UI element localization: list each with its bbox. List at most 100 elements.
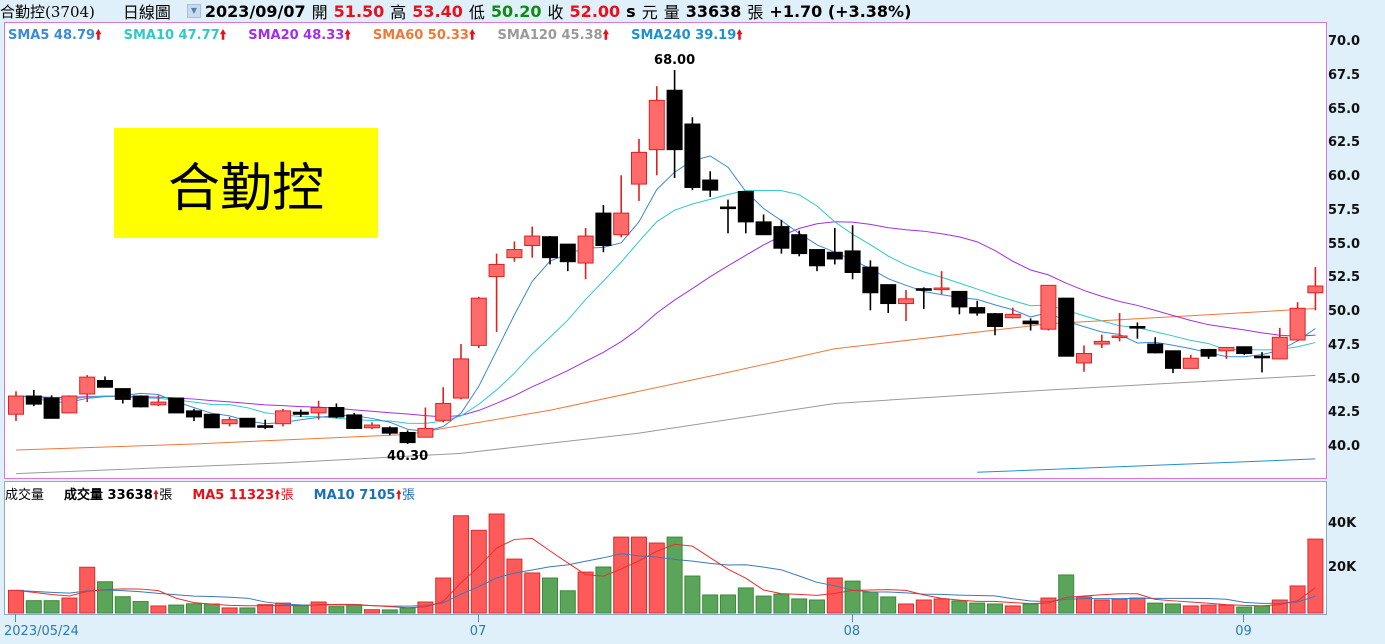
volume-bar bbox=[1147, 602, 1164, 614]
candle-body bbox=[648, 99, 665, 151]
volume-bar bbox=[1182, 605, 1199, 614]
x-axis-tick-mark bbox=[851, 614, 853, 622]
candle-body bbox=[488, 263, 505, 278]
up-arrow-icon: 🠙 bbox=[395, 488, 402, 503]
volume-bar bbox=[720, 594, 736, 614]
volume-bar bbox=[969, 602, 986, 614]
volume-bar bbox=[1129, 597, 1146, 614]
candle-body bbox=[524, 235, 541, 247]
candle-body bbox=[720, 206, 736, 210]
volume-bar bbox=[809, 599, 825, 614]
sma20-line bbox=[15, 221, 1316, 418]
sma240-line bbox=[977, 458, 1316, 473]
candle-body bbox=[1200, 348, 1217, 357]
candle-body bbox=[292, 411, 309, 415]
up-arrow-icon: 🠙 bbox=[344, 28, 351, 43]
ma-legend-item: SMA60 50.33🠙 bbox=[373, 26, 476, 48]
candle-body bbox=[1040, 284, 1057, 330]
ma-legend-item: SMA10 47.77🠙 bbox=[124, 26, 227, 48]
volume-bar bbox=[435, 577, 452, 614]
x-axis-label: 08 bbox=[843, 624, 861, 639]
ma-legend-label: SMA20 48.33 bbox=[248, 28, 345, 43]
candle-body bbox=[862, 266, 879, 294]
volume-bar bbox=[1271, 599, 1288, 614]
volume-bar bbox=[399, 607, 416, 614]
candle-body bbox=[809, 249, 825, 267]
candle-body bbox=[310, 407, 327, 414]
volume-bar bbox=[1236, 606, 1253, 614]
candle-body bbox=[1218, 346, 1235, 352]
chevron-down-icon[interactable]: ▼ bbox=[186, 4, 201, 18]
x-axis-tick-mark bbox=[1243, 614, 1245, 622]
volume-bar bbox=[933, 598, 950, 614]
candle-body bbox=[915, 288, 932, 291]
volume-bar bbox=[1004, 605, 1021, 614]
candle-body bbox=[239, 417, 256, 428]
price-axis-tick: 67.5 bbox=[1328, 67, 1361, 83]
volume-bar bbox=[221, 607, 238, 614]
up-arrow-icon: 🠙 bbox=[736, 28, 743, 43]
volume-bar bbox=[702, 594, 719, 614]
volume-legend-vol: 成交量 33638🠙張 bbox=[64, 484, 172, 508]
volume-legend-vol-value: 成交量 33638 bbox=[64, 488, 153, 503]
ma-legend: SMA5 48.79🠙 SMA10 47.77🠙 SMA20 48.33🠙 SMA60… bbox=[8, 26, 765, 48]
volume-bar bbox=[666, 536, 683, 614]
candle-body bbox=[666, 89, 683, 151]
s-label: s bbox=[626, 1, 636, 21]
ma-legend-item: SMA20 48.33🠙 bbox=[248, 26, 351, 48]
price-change: +1.70 (+3.38%) bbox=[769, 1, 912, 21]
candle-body bbox=[1022, 320, 1039, 325]
volume-legend-ma5: MA5 11323🠙張 bbox=[192, 484, 293, 508]
x-axis-label: 07 bbox=[469, 624, 487, 639]
volume-ma5-value: MA5 11323 bbox=[192, 488, 275, 503]
up-arrow-icon: 🠙 bbox=[219, 28, 227, 43]
candle-body bbox=[755, 221, 772, 236]
candle-body bbox=[826, 251, 843, 260]
volume-bar bbox=[898, 603, 914, 614]
volume-bar bbox=[951, 600, 968, 614]
volume-chart-panel[interactable]: 成交量 成交量 33638🠙張 MA5 11323🠙張 MA10 7105🠙張 bbox=[4, 481, 1327, 615]
sma10-line bbox=[15, 189, 1316, 424]
low-annotation: 40.30 bbox=[387, 449, 428, 464]
period-label: 日線圖 bbox=[122, 3, 171, 22]
volume-axis-tick: 40K bbox=[1328, 516, 1357, 531]
candle-body bbox=[506, 249, 523, 259]
volume-bar bbox=[844, 580, 861, 614]
candle-body bbox=[381, 427, 398, 434]
volume-bar bbox=[542, 577, 558, 614]
candle-body bbox=[1271, 336, 1288, 360]
volume-bar bbox=[559, 590, 576, 614]
ma-legend-label: SMA120 45.38 bbox=[497, 28, 603, 43]
candle-body bbox=[987, 313, 1003, 327]
high-label: 高 bbox=[390, 3, 407, 22]
volume-bar bbox=[1093, 599, 1110, 614]
price-axis-tick: 62.5 bbox=[1328, 135, 1361, 151]
volume-bar bbox=[524, 572, 541, 614]
candle-body bbox=[577, 235, 594, 264]
price-chart-panel[interactable]: 68.00 40.30 SMA5 48.79🠙 SMA10 47.77🠙 SMA20 … bbox=[4, 22, 1327, 479]
close-value: 52.00 bbox=[569, 1, 621, 21]
candle-body bbox=[346, 414, 363, 429]
volume-bar bbox=[595, 566, 612, 614]
candle-body bbox=[1058, 297, 1075, 357]
volume-bar bbox=[1165, 603, 1181, 614]
volume-bar bbox=[8, 589, 24, 614]
candle-body bbox=[1182, 357, 1199, 369]
candle-body bbox=[542, 236, 558, 259]
volume-bar bbox=[613, 536, 630, 614]
candle-body bbox=[114, 388, 131, 400]
volume-label: 量 bbox=[663, 3, 680, 22]
volume-bar bbox=[257, 604, 274, 614]
ma-legend-item: SMA240 39.19🠙 bbox=[631, 26, 743, 48]
candle-body bbox=[773, 226, 790, 249]
price-axis-tick: 52.5 bbox=[1328, 270, 1361, 286]
candle-body bbox=[61, 395, 78, 414]
volume-bar bbox=[1218, 604, 1235, 614]
sma120-line bbox=[15, 374, 1316, 475]
volume-bar bbox=[987, 603, 1003, 614]
candle-body bbox=[1004, 313, 1021, 319]
volume-legend: 成交量 成交量 33638🠙張 MA5 11323🠙張 MA10 7105🠙張 bbox=[5, 484, 435, 508]
volume-bar bbox=[684, 575, 701, 614]
volume-bar bbox=[25, 600, 42, 614]
price-axis-tick: 50.0 bbox=[1328, 304, 1361, 319]
